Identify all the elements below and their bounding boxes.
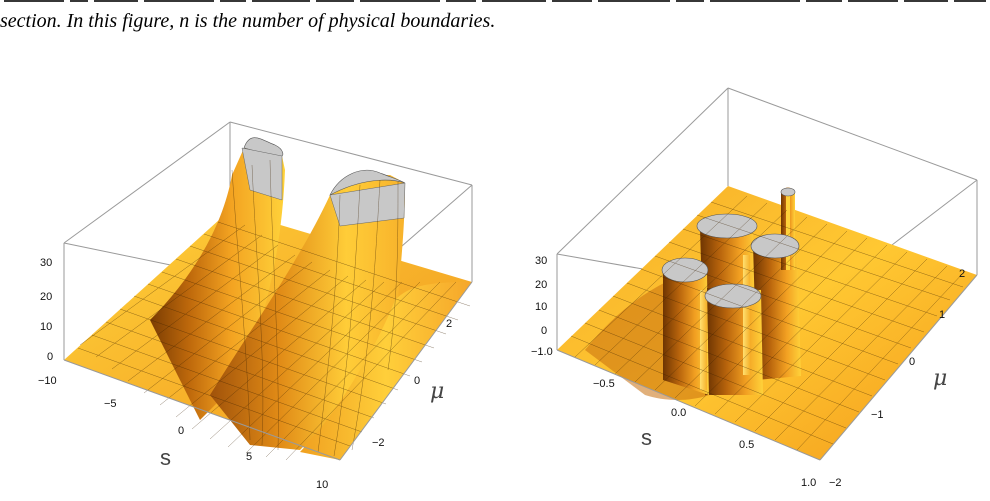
left-ridge-2-cap [329, 169, 406, 196]
left-front-box [63, 281, 473, 461]
left-3d-plot: 30 20 10 0 −10 −5 0 5 10 2 0 −2 s μ [0, 0, 495, 497]
left-x-tick-10: 10 [316, 479, 328, 491]
left-cap-2-face [329, 182, 406, 227]
right-peak-stripe-2 [700, 290, 707, 390]
left-ridge-1 [150, 148, 285, 420]
left-y-tick-0: 0 [414, 375, 420, 387]
right-mesh [556, 195, 966, 461]
left-x-ticks: −10 −5 0 5 10 [38, 375, 328, 491]
left-cap-1-face [241, 147, 283, 201]
left-x-tick-5: 5 [246, 451, 252, 463]
right-x-axis-label: s [641, 425, 652, 450]
right-x-tick-0: 0.0 [671, 407, 686, 419]
left-mesh [63, 159, 471, 461]
right-z-tick-20: 20 [535, 279, 547, 291]
right-peak-front-left-body [663, 268, 709, 395]
left-surface-front [300, 282, 472, 460]
right-peak-back-right-body [753, 244, 801, 380]
right-front-box [556, 274, 978, 461]
right-z-tick-30: 30 [535, 255, 547, 267]
right-peak-cap-back-right [750, 233, 800, 259]
figure-caption: section. In this figure, n is the number… [0, 0, 990, 40]
right-y-tick-neg2: −2 [829, 477, 842, 489]
right-x-tick-1: 1.0 [801, 477, 816, 489]
left-y-ticks: 2 0 −2 [372, 318, 452, 449]
right-z-tick-10: 10 [535, 301, 547, 313]
right-spike-stripe [786, 192, 790, 270]
left-x-axis-label: s [160, 445, 171, 470]
right-peak-stripe-1 [743, 255, 750, 375]
right-x-tick-neg05: −0.5 [593, 378, 615, 390]
right-x-tick-05: 0.5 [739, 439, 754, 451]
right-y-tick-1: 1 [939, 309, 945, 321]
left-z-tick-10: 10 [40, 321, 52, 333]
left-y-tick-neg2: −2 [372, 437, 385, 449]
left-plot-svg: 30 20 10 0 −10 −5 0 5 10 2 0 −2 s μ [38, 121, 473, 491]
right-x-tick-neg1: −1.0 [531, 346, 553, 358]
left-x-tick-0: 0 [178, 425, 184, 437]
left-x-tick-neg10: −10 [38, 375, 57, 387]
left-z-tick-0: 0 [47, 351, 53, 363]
left-z-ticks: 30 20 10 0 [40, 257, 53, 363]
right-y-ticks: 2 1 0 −1 −2 [829, 268, 965, 489]
left-x-tick-neg5: −5 [104, 398, 117, 410]
caption-line-2: section. In this figure, n is the number… [0, 10, 496, 32]
right-x-ticks: −1.0 −0.5 0.0 0.5 1.0 [531, 346, 816, 489]
left-y-axis-label: μ [430, 379, 444, 404]
right-peaks [661, 187, 801, 395]
right-3d-plot: 30 20 10 0 −1.0 −0.5 0.0 0.5 1.0 2 1 0 −… [495, 0, 990, 497]
left-y-tick-2: 2 [446, 318, 452, 330]
caption-line-1-clipped-text [0, 0, 990, 7]
right-plot-svg: 30 20 10 0 −1.0 −0.5 0.0 0.5 1.0 2 1 0 −… [531, 87, 978, 489]
right-y-axis-label: μ [933, 366, 947, 391]
right-y-tick-0: 0 [909, 356, 915, 368]
right-spike-cap [780, 187, 796, 197]
left-z-tick-30: 30 [40, 257, 52, 269]
right-z-tick-0: 0 [541, 325, 547, 337]
right-z-ticks: 30 20 10 0 [535, 255, 547, 337]
caption-line-1 [0, 0, 990, 13]
right-y-tick-2: 2 [959, 268, 965, 280]
left-z-tick-20: 20 [40, 291, 52, 303]
right-peak-cap-front-left [661, 257, 709, 283]
right-y-tick-neg1: −1 [871, 409, 884, 421]
